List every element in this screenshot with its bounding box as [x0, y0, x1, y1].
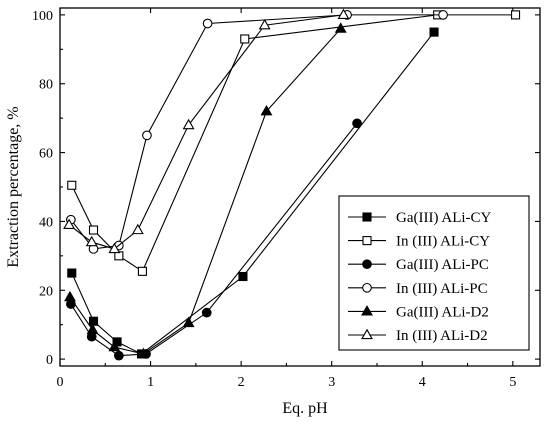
- y-tick-label: 20: [39, 284, 53, 299]
- x-tick-label: 3: [328, 375, 335, 390]
- legend-box: [338, 195, 530, 351]
- y-tick-label: 80: [39, 78, 53, 93]
- data-point: [438, 10, 448, 20]
- legend-label: In (III) ALi-D2: [396, 328, 488, 344]
- series-4: [66, 10, 448, 254]
- data-point: [137, 266, 147, 276]
- x-tick-label: 4: [419, 375, 426, 390]
- legend-item: Ga(III) ALi-PC: [348, 257, 489, 273]
- data-point: [240, 34, 250, 44]
- data-point: [67, 268, 77, 278]
- data-point: [429, 27, 439, 37]
- data-point: [182, 316, 195, 328]
- series-line: [68, 14, 344, 250]
- y-tick-label: 60: [39, 147, 53, 162]
- data-point: [108, 242, 121, 254]
- data-point: [88, 225, 99, 235]
- y-axis-title: Extraction percentage, %: [5, 106, 22, 267]
- series-6: [63, 8, 350, 254]
- series-group: [63, 8, 521, 361]
- data-point: [114, 350, 124, 361]
- data-point: [64, 290, 76, 302]
- y-tick-label: 100: [32, 9, 53, 24]
- data-point: [258, 18, 271, 30]
- x-tick-label: 1: [147, 375, 154, 390]
- series-3: [66, 118, 362, 361]
- y-tick-label: 0: [46, 353, 53, 368]
- data-point: [202, 18, 213, 29]
- x-axis-title: Eq. pH: [282, 400, 328, 417]
- legend-item: Ga(III) ALi-CY: [348, 210, 492, 226]
- data-point: [238, 271, 248, 282]
- legend-marker: [362, 259, 372, 270]
- data-point: [334, 22, 347, 33]
- data-point: [337, 8, 350, 20]
- data-point: [85, 235, 98, 247]
- legend-item: Ga(III) ALi-D2: [348, 304, 489, 320]
- legend-marker: [362, 236, 372, 246]
- legend-label: In (III) ALi-PC: [396, 281, 488, 297]
- x-tick-label: 0: [57, 375, 64, 390]
- data-point: [142, 130, 152, 141]
- legend-item: In (III) ALi-CY: [348, 234, 490, 250]
- legend-item: In (III) ALi-PC: [348, 281, 488, 297]
- x-axis: 0 1 2 3 4 5: [57, 8, 516, 390]
- series-5: [64, 22, 347, 359]
- data-point: [86, 323, 99, 335]
- legend-marker: [361, 328, 373, 340]
- data-point: [67, 180, 77, 190]
- data-point: [260, 104, 273, 116]
- y-axis: 0 20 40 60 80 100: [32, 9, 540, 368]
- data-point: [352, 118, 362, 129]
- legend-label: Ga(III) ALi-PC: [396, 257, 489, 273]
- y-tick-label: 40: [39, 215, 53, 230]
- legend-marker: [362, 282, 372, 293]
- legend-marker: [362, 212, 372, 222]
- data-point: [201, 307, 212, 318]
- data-point: [88, 316, 99, 326]
- data-point: [108, 340, 121, 352]
- series-line: [70, 122, 358, 357]
- data-point: [137, 347, 150, 359]
- legend-label: Ga(III) ALi-CY: [396, 210, 492, 226]
- legend: Ga(III) ALi-CY In (III) ALi-CY Ga(III) ALi…: [338, 195, 530, 351]
- x-tick-label: 5: [509, 375, 516, 390]
- data-point: [182, 118, 195, 130]
- legend-marker: [361, 305, 373, 316]
- legend-item: In (III) ALi-D2: [348, 328, 488, 344]
- legend-label: In (III) ALi-CY: [396, 234, 490, 250]
- legend-label: Ga(III) ALi-D2: [396, 304, 489, 320]
- series-line: [71, 31, 435, 355]
- x-tick-label: 2: [238, 375, 245, 390]
- data-point: [63, 218, 76, 230]
- data-point: [510, 10, 521, 20]
- data-point: [131, 223, 144, 235]
